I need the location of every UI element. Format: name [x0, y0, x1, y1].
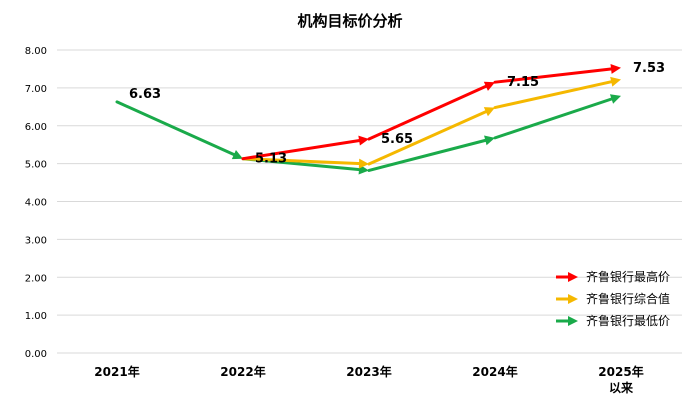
x-tick-label: 2025年: [598, 364, 643, 379]
y-tick-label: 7.00: [25, 84, 47, 95]
y-tick-label: 1.00: [25, 311, 47, 322]
series-segment: [241, 157, 363, 166]
x-tick-label: 2023年: [346, 364, 391, 379]
series-segment: [241, 138, 363, 161]
legend-arrowhead: [568, 316, 578, 326]
series-segment: [367, 83, 490, 141]
y-tick-label: 0.00: [25, 349, 47, 360]
legend-arrowhead: [568, 272, 578, 282]
y-tick-label: 4.00: [25, 198, 47, 209]
series-arrowhead: [484, 135, 495, 146]
legend-arrowhead: [568, 294, 578, 304]
y-tick-label: 6.00: [25, 122, 47, 133]
data-label: 7.53: [633, 61, 665, 76]
y-tick-label: 5.00: [25, 160, 47, 171]
x-tick-label: 2022年: [220, 364, 265, 379]
series-segment: [367, 109, 490, 166]
chart-title: 机构目标价分析: [297, 12, 403, 30]
series-arrowhead: [483, 107, 495, 117]
series-segment: [493, 67, 615, 84]
y-tick-label: 8.00: [25, 46, 47, 57]
y-tick-label: 2.00: [25, 273, 47, 284]
series-segment: [493, 79, 615, 110]
x-tick-label: 2021年: [94, 364, 139, 379]
series-segment: [367, 138, 489, 172]
series-arrowhead: [609, 94, 621, 104]
data-label: 5.13: [255, 152, 287, 167]
data-label: 6.63: [129, 87, 161, 102]
data-label: 5.65: [381, 132, 413, 147]
legend-label: 齐鲁银行最高价: [586, 269, 670, 284]
legend-label: 齐鲁银行最低价: [586, 313, 670, 328]
series-arrowhead: [610, 63, 621, 74]
series-segment: [493, 96, 615, 140]
data-label: 7.15: [507, 75, 539, 90]
legend-label: 齐鲁银行综合值: [586, 291, 670, 306]
x-tick-label: 2024年: [472, 364, 517, 379]
series-arrowhead: [231, 150, 243, 160]
series-segment: [115, 100, 238, 157]
series-arrowhead: [610, 76, 621, 87]
series-arrowhead: [483, 81, 495, 91]
series-arrowhead: [358, 135, 369, 146]
x-tick-label-line2: 以来: [609, 380, 634, 395]
y-tick-label: 3.00: [25, 235, 47, 246]
series-arrowhead: [358, 158, 369, 169]
